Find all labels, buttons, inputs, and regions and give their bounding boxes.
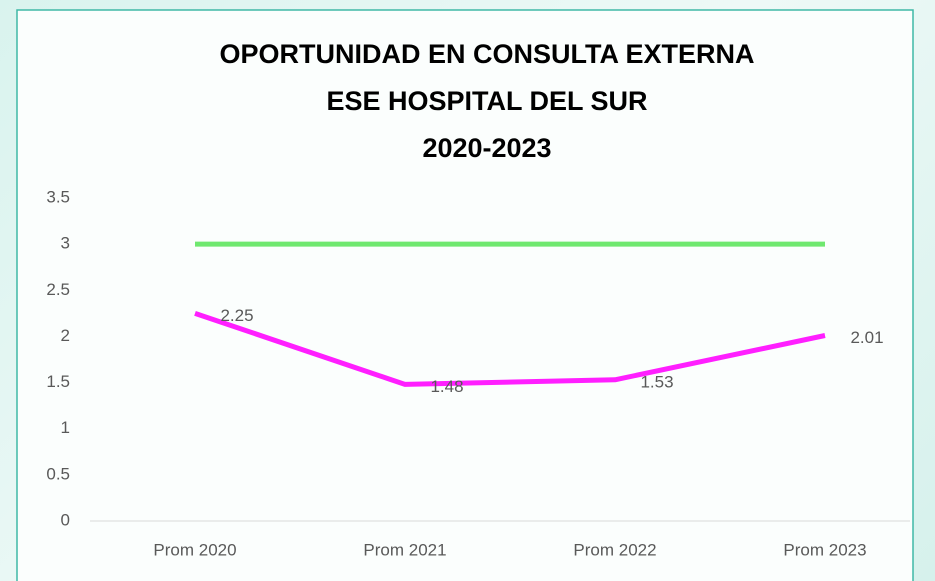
y-tick-label: 3.5 xyxy=(46,187,70,206)
chart-frame xyxy=(16,9,914,581)
data-label: 1.53 xyxy=(640,372,673,391)
x-tick-label: Prom 2022 xyxy=(573,540,656,559)
x-tick-label: Prom 2021 xyxy=(363,540,446,559)
y-tick-label: 0 xyxy=(61,510,70,529)
x-tick-label: Prom 2023 xyxy=(783,540,866,559)
chart-title: ESE HOSPITAL DEL SUR xyxy=(326,86,647,116)
chart-title: 2020-2023 xyxy=(422,133,551,163)
y-tick-label: 0.5 xyxy=(46,464,70,483)
data-label: 2.25 xyxy=(220,306,253,325)
y-tick-label: 1 xyxy=(61,418,70,437)
y-tick-label: 3 xyxy=(61,234,70,253)
data-label: 2.01 xyxy=(850,328,883,347)
x-tick-label: Prom 2020 xyxy=(153,540,236,559)
data-label: 1.48 xyxy=(430,377,463,396)
y-tick-label: 2.5 xyxy=(46,280,70,299)
chart-title: OPORTUNIDAD EN CONSULTA EXTERNA xyxy=(219,39,754,69)
y-tick-label: 2 xyxy=(61,326,70,345)
line-series xyxy=(194,310,826,387)
y-tick-label: 1.5 xyxy=(46,372,70,391)
